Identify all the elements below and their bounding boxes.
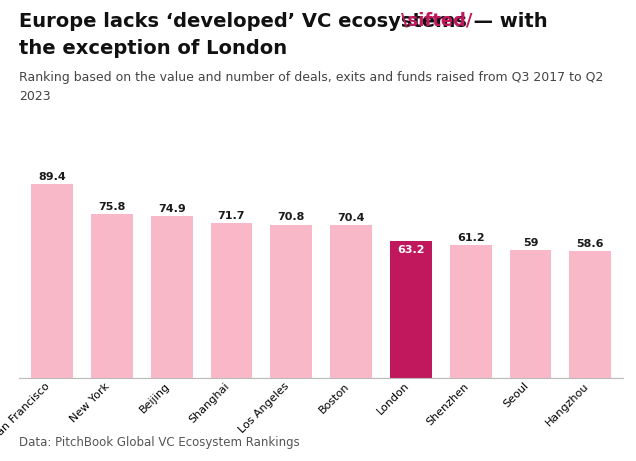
Bar (390, 241, 432, 378)
Text: 59: 59 (523, 238, 538, 248)
Text: Data: PitchBook Global VC Ecosystem Rankings: Data: PitchBook Global VC Ecosystem Rank… (19, 437, 300, 449)
Text: 75.8: 75.8 (98, 201, 125, 212)
Text: Europe lacks ‘developed’ VC ecosystems — with: Europe lacks ‘developed’ VC ecosystems —… (19, 12, 548, 30)
Text: 71.7: 71.7 (218, 211, 245, 220)
Text: 58.6: 58.6 (577, 239, 604, 249)
Text: 89.4: 89.4 (38, 172, 66, 182)
Text: 63.2: 63.2 (397, 245, 425, 255)
Text: FT: FT (583, 17, 597, 27)
Bar (509, 250, 551, 378)
Text: 61.2: 61.2 (457, 233, 485, 243)
Bar (569, 251, 611, 378)
Bar (91, 214, 133, 378)
Bar (450, 245, 492, 378)
Bar (211, 223, 252, 378)
Bar (151, 216, 193, 378)
Text: Ranking based on the value and number of deals, exits and funds raised from Q3 2: Ranking based on the value and number of… (19, 71, 604, 84)
Text: \sifted/: \sifted/ (401, 12, 472, 30)
Text: 2023: 2023 (19, 90, 51, 103)
Bar (270, 225, 312, 378)
Text: 74.9: 74.9 (158, 204, 186, 213)
Bar (330, 225, 372, 378)
Text: the exception of London: the exception of London (19, 39, 287, 58)
Text: 70.8: 70.8 (277, 213, 305, 223)
Bar (31, 184, 73, 378)
Text: 70.4: 70.4 (337, 213, 365, 223)
